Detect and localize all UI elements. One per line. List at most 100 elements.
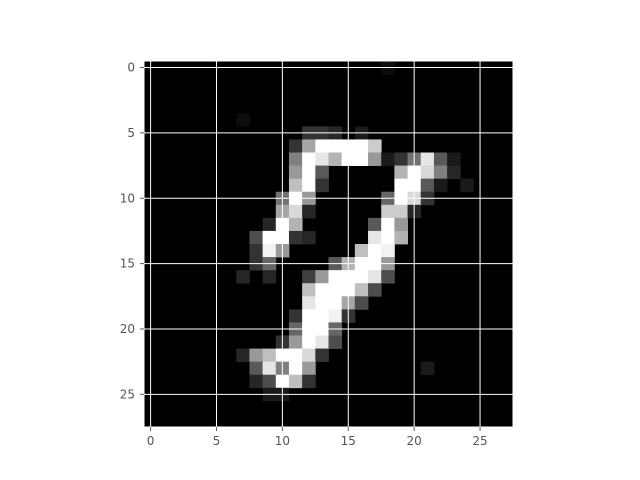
heatmap-cell <box>354 244 369 258</box>
heatmap-cell <box>381 270 395 284</box>
plot-background <box>144 61 513 427</box>
heatmap-cell <box>302 204 316 219</box>
heatmap-cell <box>368 270 382 284</box>
heatmap-cell <box>328 296 343 310</box>
heatmap-cell <box>354 296 369 310</box>
heatmap-cell <box>420 361 435 376</box>
heatmap-cell <box>368 230 382 245</box>
heatmap-cell <box>420 178 435 193</box>
heatmap-cell <box>381 244 395 258</box>
heatmap-cell <box>447 165 461 180</box>
heatmap-cell <box>262 270 277 284</box>
heatmap-cell <box>288 361 303 376</box>
y-tick-label: 10 <box>120 191 135 205</box>
heatmap-cell <box>302 152 316 166</box>
heatmap-cell <box>262 244 277 258</box>
heatmap-cell <box>394 165 408 180</box>
heatmap-cell <box>394 178 408 193</box>
heatmap-cell <box>328 309 343 323</box>
heatmap-cell <box>302 165 316 180</box>
y-tick-label: 25 <box>120 387 135 401</box>
heatmap-cell <box>288 335 303 349</box>
y-axis: 0 5 10 15 20 25 <box>120 61 144 401</box>
heatmap-cell <box>236 113 250 127</box>
heatmap-cell <box>249 244 264 258</box>
x-tick-label: 20 <box>407 434 422 448</box>
heatmap-cell <box>368 283 382 297</box>
heatmap-cell <box>354 283 369 297</box>
heatmap-cell <box>420 165 435 180</box>
x-tick-label: 0 <box>147 434 155 448</box>
heatmap-cell <box>302 270 316 284</box>
heatmap-cell <box>354 270 369 284</box>
heatmap-cell <box>262 217 277 232</box>
heatmap-cell <box>302 309 316 323</box>
heatmap-cell <box>328 270 343 284</box>
y-tick-label: 20 <box>120 322 135 336</box>
heatmap-cell <box>315 296 329 310</box>
heatmap-cell <box>302 230 316 245</box>
heatmap-cell <box>368 139 382 153</box>
heatmap-cell <box>302 374 316 389</box>
heatmap-cell <box>288 348 303 363</box>
heatmap-cell <box>302 361 316 376</box>
plot-frame <box>143 60 514 428</box>
heatmap-cell <box>381 217 395 232</box>
y-tick-label: 0 <box>127 61 135 75</box>
heatmap-cell <box>460 178 474 193</box>
heatmap-cell <box>302 296 316 310</box>
heatmap-cell <box>249 348 264 363</box>
heatmap-cell <box>302 139 316 153</box>
x-tick-label: 10 <box>275 434 290 448</box>
heatmap-cell <box>315 165 329 180</box>
heatmap-cell <box>302 283 316 297</box>
heatmap-cell <box>288 152 303 166</box>
heatmap-cell <box>302 335 316 349</box>
heatmap-cell <box>315 348 329 363</box>
heatmap-cell <box>288 374 303 389</box>
heatmap-cell <box>249 230 264 245</box>
heatmap-cell <box>288 165 303 180</box>
x-tick-label: 15 <box>341 434 356 448</box>
heatmap-cell <box>394 217 408 232</box>
heatmap-cell <box>328 152 343 166</box>
heatmap-cell <box>288 309 303 323</box>
heatmap-cell <box>315 309 329 323</box>
x-axis: 0 5 10 15 20 25 <box>147 427 488 448</box>
plot-area <box>143 60 514 428</box>
heatmap-cell <box>262 230 277 245</box>
heatmap-cell <box>354 152 369 166</box>
heatmap-cell <box>315 178 329 193</box>
y-tick-label: 15 <box>120 257 135 271</box>
heatmap-cell <box>328 335 343 349</box>
heatmap-cell <box>315 139 329 153</box>
heatmap-cell <box>328 139 343 153</box>
heatmap-cell <box>236 348 250 363</box>
heatmap-cell <box>288 230 303 245</box>
heatmap-cell <box>302 348 316 363</box>
heatmap-cell <box>394 230 408 245</box>
heatmap-cell <box>394 152 408 166</box>
heatmap-cell <box>354 139 369 153</box>
heatmap-cell <box>288 204 303 219</box>
heatmap-cell <box>394 204 408 219</box>
heatmap-cell <box>420 152 435 166</box>
heatmap-cell <box>302 178 316 193</box>
heatmap-cell <box>262 348 277 363</box>
heatmap-cell <box>368 244 382 258</box>
heatmap-cell <box>368 217 382 232</box>
heatmap-cell <box>315 152 329 166</box>
x-tick-label: 25 <box>472 434 487 448</box>
heatmap-cell <box>262 374 277 389</box>
heatmap-cell <box>315 335 329 349</box>
heatmap-cell <box>381 204 395 219</box>
y-tick-label: 5 <box>127 126 135 140</box>
heatmap-cell <box>433 152 448 166</box>
heatmap-cell <box>249 374 264 389</box>
heatmap-cell <box>236 270 250 284</box>
heatmap-cell <box>288 178 303 193</box>
heatmap-cell <box>288 217 303 232</box>
heatmap-cell <box>433 165 448 180</box>
heatmap-cell <box>447 152 461 166</box>
